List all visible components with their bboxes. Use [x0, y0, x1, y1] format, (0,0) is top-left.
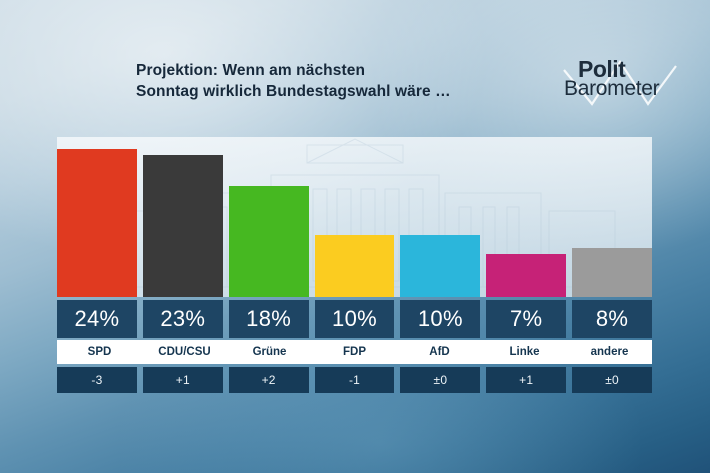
bar-afd — [400, 235, 481, 297]
category-label: Grüne — [252, 346, 287, 358]
value-label: 8% — [572, 300, 653, 338]
logo-line-2: Barometer — [564, 77, 660, 100]
change-label: +1 — [142, 367, 223, 393]
value-label: 18% — [228, 300, 309, 338]
category-label-row: SPD CDU/CSU Grüne FDP AfD Linke andere — [57, 340, 652, 364]
bar-andere — [572, 247, 653, 297]
value-label: 10% — [314, 300, 395, 338]
category-label: CDU/CSU — [158, 346, 211, 358]
polit-barometer-logo: Polit Barometer — [562, 52, 680, 110]
logo-checkmark-icon — [563, 60, 677, 106]
change-label: ±0 — [572, 367, 653, 393]
bar-series — [57, 137, 653, 297]
bar-fdp — [314, 235, 395, 297]
category-label: Linke — [509, 346, 540, 358]
bar-cell — [486, 137, 567, 297]
change-value-row: -3 +1 +2 -1 ±0 +1 ±0 — [57, 367, 653, 393]
category-label: andere — [590, 346, 629, 358]
change-label: -3 — [57, 367, 137, 393]
bar-cdu-csu — [142, 155, 223, 297]
value-label: 10% — [400, 300, 481, 338]
category-label: SPD — [87, 346, 112, 358]
change-label: -1 — [314, 367, 395, 393]
logo-line-1: Polit — [578, 56, 626, 82]
bar-cell — [314, 137, 395, 297]
value-label: 23% — [142, 300, 223, 338]
change-label: ±0 — [400, 367, 481, 393]
bar-cell — [572, 137, 653, 297]
value-label-row: 24% 23% 18% 10% 10% 7% 8% — [57, 300, 653, 338]
bar-cell — [400, 137, 481, 297]
value-label: 7% — [486, 300, 567, 338]
bar-spd — [57, 149, 137, 297]
change-label: +1 — [486, 367, 567, 393]
bar-cell — [57, 137, 137, 297]
value-label: 24% — [57, 300, 137, 338]
page-title: Projektion: Wenn am nächsten Sonntag wir… — [136, 62, 451, 100]
category-label: AfD — [429, 346, 450, 358]
bar-cell — [228, 137, 309, 297]
bar-gr-ne — [228, 186, 309, 297]
change-label: +2 — [228, 367, 309, 393]
category-label: FDP — [343, 346, 366, 358]
bar-cell — [142, 137, 223, 297]
bar-linke — [486, 253, 567, 297]
